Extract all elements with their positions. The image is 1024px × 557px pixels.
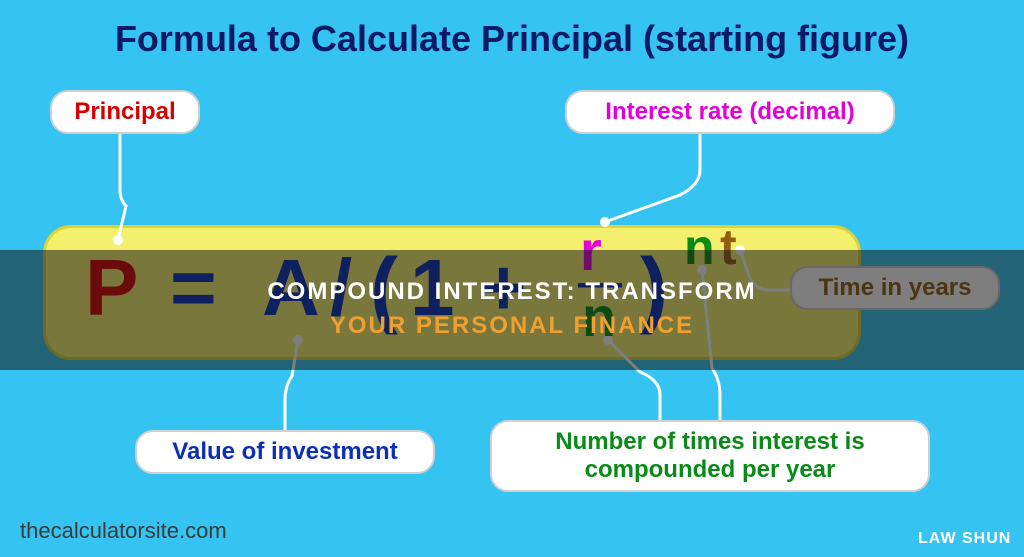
overlay-band xyxy=(0,250,1024,370)
overlay-headline-line2: YOUR PERSONAL FINANCE xyxy=(0,312,1024,340)
source-credit: thecalculatorsite.com xyxy=(20,518,227,544)
infographic-stage: Formula to Calculate Principal (starting… xyxy=(0,0,1024,557)
label-interest_rate: Interest rate (decimal) xyxy=(565,90,895,134)
connector-principal xyxy=(118,135,126,240)
brand-watermark: LAW SHUN xyxy=(918,530,1011,548)
label-principal: Principal xyxy=(50,90,200,134)
label-num_compounds_l1: Number of times interest iscompounded pe… xyxy=(490,420,930,492)
label-value_investment: Value of investment xyxy=(135,430,435,474)
connector-interest_rate xyxy=(605,135,700,222)
overlay-headline-line1: COMPOUND INTEREST: TRANSFORM xyxy=(0,278,1024,306)
